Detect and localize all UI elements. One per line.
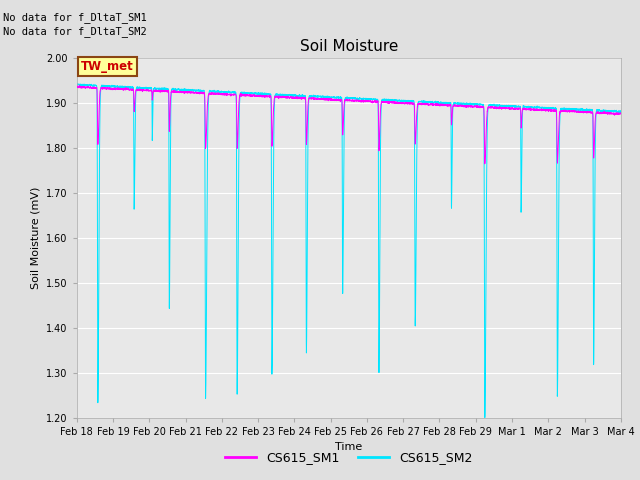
Title: Soil Moisture: Soil Moisture <box>300 39 398 54</box>
CS615_SM1 <box>502 105 509 111</box>
CS615_SM2 <box>73 81 81 87</box>
CS615_SM2 <box>329 95 337 100</box>
Text: No data for f_DltaT_SM1: No data for f_DltaT_SM1 <box>3 12 147 23</box>
Text: TW_met: TW_met <box>81 60 134 73</box>
CS615_SM1 <box>73 84 81 90</box>
CS615_SM2 <box>502 104 509 109</box>
CS615_SM2 <box>73 81 81 87</box>
CS615_SM2 <box>481 415 488 420</box>
CS615_SM1 <box>441 103 449 108</box>
CS615_SM2 <box>171 86 179 92</box>
Y-axis label: Soil Moisture (mV): Soil Moisture (mV) <box>31 186 41 289</box>
CS615_SM2 <box>471 101 479 107</box>
CS615_SM1 <box>76 83 83 88</box>
CS615_SM1 <box>481 161 488 167</box>
CS615_SM1 <box>171 88 179 94</box>
CS615_SM1 <box>617 110 625 116</box>
CS615_SM1 <box>616 110 624 116</box>
Legend: CS615_SM1, CS615_SM2: CS615_SM1, CS615_SM2 <box>220 446 478 469</box>
CS615_SM2 <box>616 110 624 116</box>
CS615_SM2 <box>441 100 449 106</box>
Line: CS615_SM1: CS615_SM1 <box>77 85 621 164</box>
CS615_SM1 <box>329 97 337 103</box>
CS615_SM2 <box>617 108 625 113</box>
Text: No data for f_DltaT_SM2: No data for f_DltaT_SM2 <box>3 26 147 37</box>
X-axis label: Time: Time <box>335 442 362 452</box>
Line: CS615_SM2: CS615_SM2 <box>77 84 621 418</box>
CS615_SM1 <box>471 103 479 109</box>
